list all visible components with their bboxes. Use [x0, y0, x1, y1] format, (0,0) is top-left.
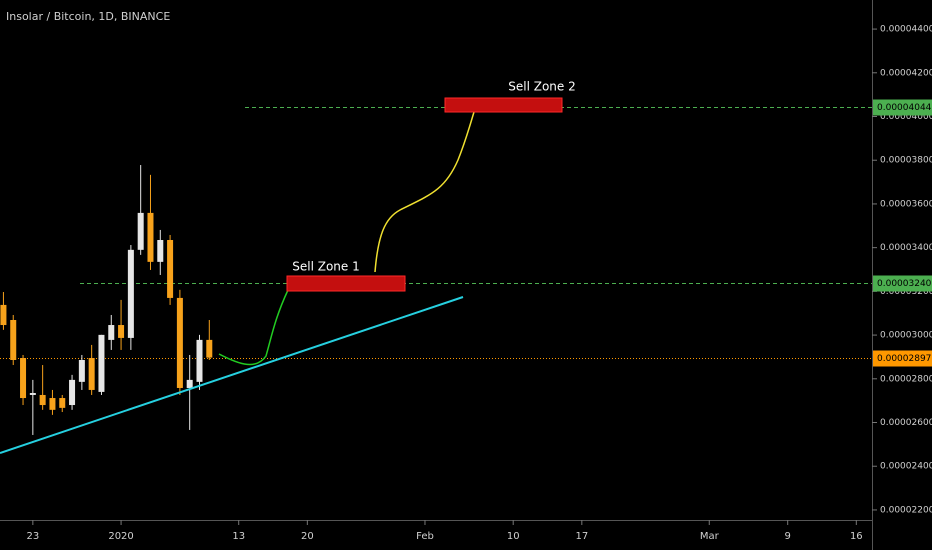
- price-label-box: [873, 350, 932, 367]
- plot: 23 2020 13 20 Feb 10 17 Mar 9 16: [0, 107, 872, 542]
- y-tick-label: 0.00004200: [880, 68, 932, 78]
- chart-title: Insolar / Bitcoin, 1D, BINANCE: [6, 10, 170, 23]
- candle-body: [127, 249, 134, 338]
- path-drawing: [218, 289, 289, 366]
- candle-body: [176, 297, 183, 388]
- x-tick-label: 13: [232, 531, 245, 542]
- candle-body: [88, 358, 95, 390]
- path-drawing: [374, 111, 475, 273]
- y-tick-label: 0.00003800: [880, 156, 932, 166]
- x-tick-label: 16: [850, 531, 863, 542]
- annotation: Sell Zone 1: [292, 260, 359, 274]
- candle-body: [69, 379, 76, 406]
- x-tick-label: Mar: [700, 531, 720, 542]
- x-tick-label: 9: [785, 531, 791, 542]
- candle-body: [49, 398, 56, 410]
- candle-body: [59, 398, 66, 408]
- candle-body: [157, 240, 164, 262]
- annotation: Sell Zone 2: [508, 80, 575, 94]
- x-tick-label: Feb: [416, 531, 434, 542]
- candle-body: [147, 212, 154, 262]
- price-label-box: [873, 99, 932, 116]
- y-tick-label: 0.00002200: [880, 505, 932, 515]
- candle-body: [206, 339, 213, 358]
- y-tick-label: 0.00002600: [880, 418, 932, 428]
- y-tick-label: 0.00003000: [880, 331, 932, 341]
- y-tick-label: 0.00004400: [880, 25, 932, 35]
- candle-body: [167, 240, 174, 298]
- x-tick-label: 2020: [108, 531, 133, 542]
- y-tick-label: 0.00002400: [880, 462, 932, 472]
- candle-body: [196, 339, 203, 382]
- x-tick-label: 17: [575, 531, 588, 542]
- candle-body: [29, 393, 36, 395]
- price-label: 0.00004044: [877, 103, 932, 113]
- candle-body: [137, 212, 144, 250]
- x-tick-label: 23: [26, 531, 39, 542]
- candle-body: [0, 304, 7, 326]
- candle-body: [118, 325, 125, 338]
- price-labels: 0.00002200 0.00002400 0.00002600 0.00002800…: [872, 25, 932, 515]
- y-tick-label: 0.00004000: [880, 112, 932, 122]
- x-tick-label: 20: [301, 531, 314, 542]
- y-tick-label: 0.00003400: [880, 243, 932, 253]
- price-label-box: [873, 275, 932, 292]
- candle-body: [20, 358, 27, 399]
- y-tick-label: 0.00002800: [880, 374, 932, 384]
- y-tick-label: 0.00003200: [880, 287, 932, 297]
- candle-body: [108, 325, 115, 340]
- x-tick-label: 10: [507, 531, 520, 542]
- y-tick-label: 0.00003600: [880, 199, 932, 209]
- candle-body: [39, 394, 46, 406]
- price-label: 0.00003240: [877, 279, 932, 289]
- candle-body: [78, 360, 85, 382]
- trend-line: [0, 296, 464, 454]
- price-label: 0.00002897: [877, 354, 931, 364]
- sell-zone: [286, 275, 406, 292]
- candle-body: [10, 320, 17, 360]
- sell-zone: [444, 97, 563, 113]
- candle-body: [186, 379, 193, 388]
- candle-body: [98, 334, 105, 392]
